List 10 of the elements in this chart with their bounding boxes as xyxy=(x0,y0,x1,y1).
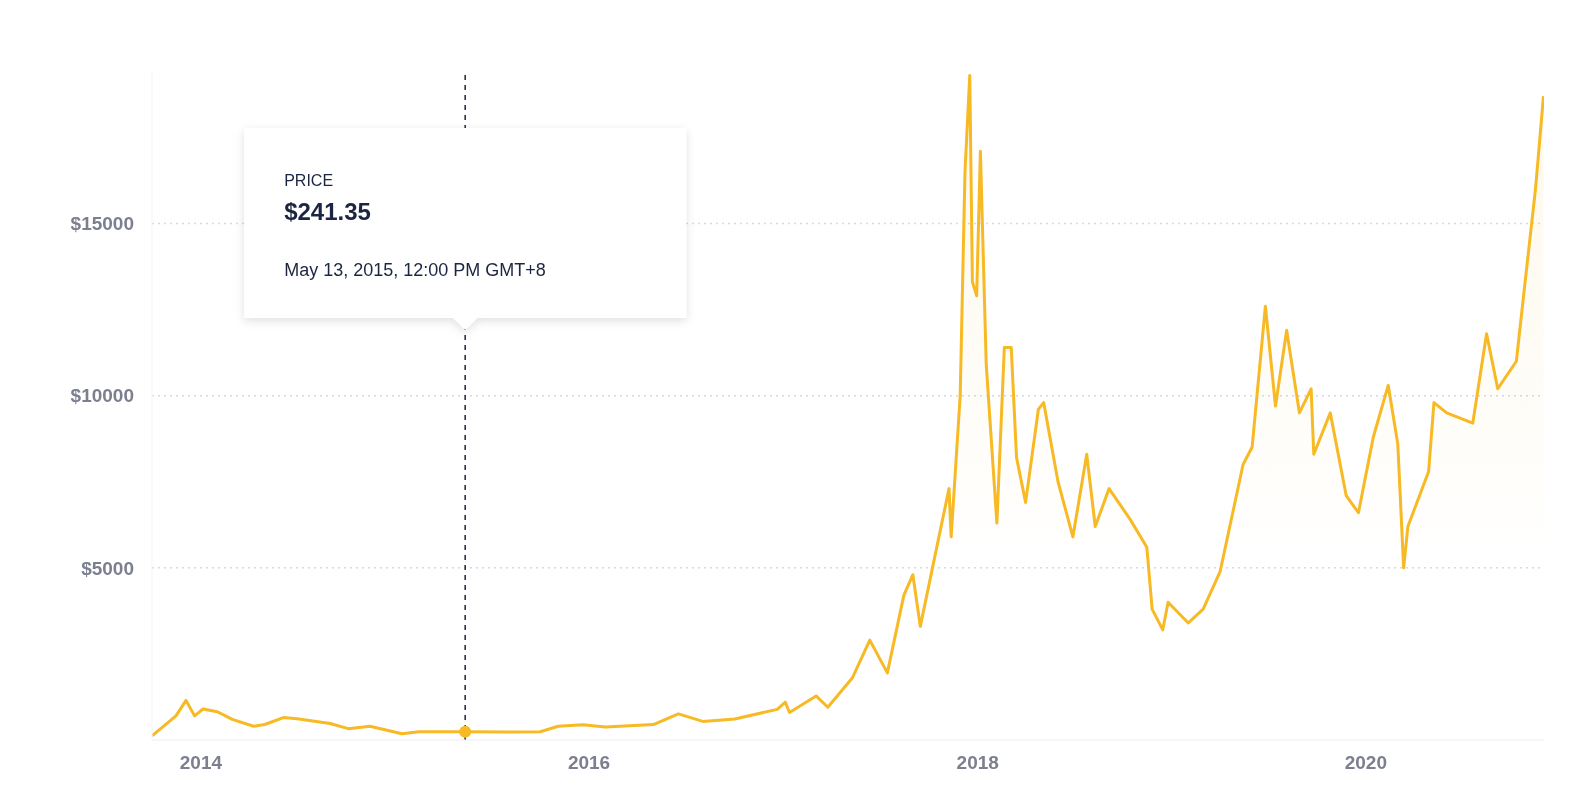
annotation: PRICE xyxy=(284,172,334,189)
x-tick-label: 2020 xyxy=(1344,752,1388,774)
annotation: May 13, 2015, 12:00 PM GMT+8 xyxy=(284,260,546,280)
x-tick-label: 2018 xyxy=(956,752,999,774)
y-tick-label: $15000 xyxy=(70,213,134,235)
annotation: $241.35 xyxy=(284,198,371,225)
x-tick-label: 2014 xyxy=(179,752,223,774)
y-tick-label: $5000 xyxy=(81,557,134,579)
y-tick-label: $10000 xyxy=(70,385,134,407)
x-tick-label: 2016 xyxy=(567,752,611,774)
